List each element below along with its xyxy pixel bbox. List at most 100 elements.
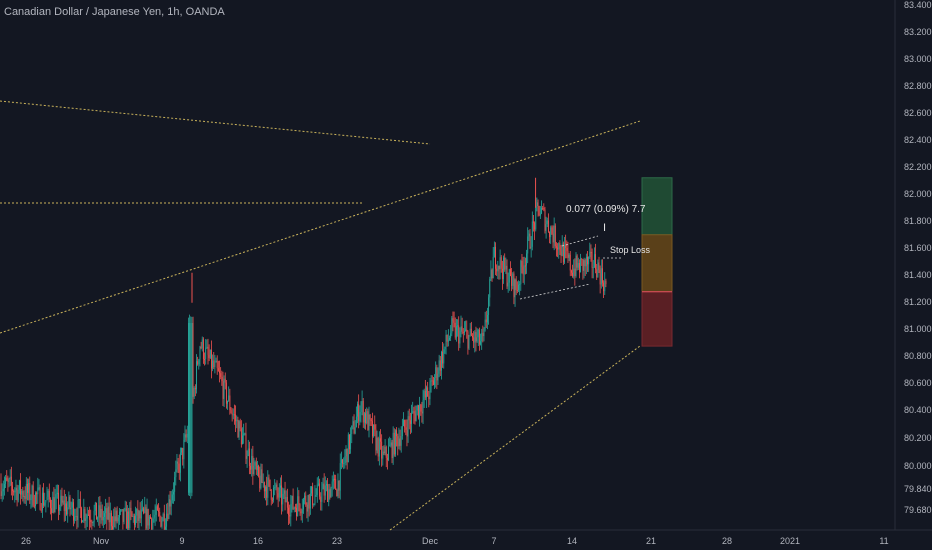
candle-body (177, 461, 179, 464)
candle-body (543, 208, 545, 210)
candle-body (450, 333, 452, 338)
y-tick-label: 80.600 (904, 378, 932, 388)
candle-body (320, 496, 322, 502)
candle-body (79, 499, 81, 509)
candle-body (212, 360, 214, 369)
candle-body (506, 265, 508, 287)
candle-body (283, 490, 285, 494)
candle-body (54, 498, 56, 513)
candle-body (208, 354, 210, 358)
candle-body (236, 419, 238, 422)
candle-body (179, 452, 181, 473)
candle-body (115, 510, 117, 522)
x-tick-label: 2021 (780, 536, 800, 546)
candle-body (248, 448, 250, 467)
candle-body (61, 495, 63, 503)
candle-body (183, 439, 185, 460)
candle-body (466, 329, 468, 332)
candle-body (113, 516, 115, 530)
candle-body (373, 424, 375, 437)
candle-body (504, 257, 506, 270)
candle-body (483, 328, 485, 337)
candle-body (97, 517, 99, 520)
candle-body (206, 346, 208, 348)
candle-body (43, 492, 44, 506)
candle-body (289, 514, 291, 517)
candle-body (528, 233, 530, 237)
candle-body (553, 225, 555, 243)
candle-body (464, 330, 465, 333)
candle-body (29, 482, 31, 501)
candle-body (161, 520, 163, 527)
candle-body (592, 266, 594, 268)
candle-body (544, 209, 546, 231)
y-tick-label: 79.680 (904, 505, 932, 515)
candle-body (252, 456, 254, 475)
candle-body (162, 513, 164, 521)
candle-body (229, 395, 231, 411)
candle-body (35, 492, 36, 507)
candle-body (70, 507, 72, 510)
candle-body (189, 323, 191, 493)
candle-body (416, 405, 418, 411)
candle-body (599, 269, 601, 285)
candle-body (74, 516, 76, 521)
candle-body (400, 436, 402, 446)
candle-body (499, 257, 501, 270)
candle-body (20, 480, 21, 495)
x-tick-label: 11 (879, 536, 888, 546)
candle-body (99, 505, 101, 518)
candle-body (521, 260, 523, 267)
candle-body (600, 268, 602, 285)
candle-body (339, 463, 341, 491)
candle-body (146, 509, 148, 529)
stop-loss-label: Stop Loss (610, 245, 651, 255)
candle-body (484, 319, 486, 329)
candle-body (593, 254, 595, 267)
candle-body (444, 346, 446, 350)
candle-body (292, 496, 294, 510)
candle-body (64, 503, 66, 511)
candle-body (121, 509, 123, 511)
candle-body (251, 456, 253, 470)
candle-body (353, 421, 355, 434)
candle-body (16, 487, 18, 501)
candle-body (482, 333, 484, 337)
candle-body (246, 456, 248, 459)
candle-body (552, 233, 554, 243)
candle-body (476, 337, 478, 342)
candle-body (303, 499, 304, 510)
candle-body (340, 459, 342, 464)
candle-body (535, 206, 537, 230)
candle-body (139, 511, 141, 519)
candle-body (281, 485, 283, 505)
y-tick-label: 81.000 (904, 324, 932, 334)
candle-body (294, 507, 296, 509)
candle-body (473, 337, 475, 343)
candle-body (4, 483, 5, 489)
candle-body (422, 399, 424, 414)
candle-body (135, 515, 136, 525)
candle-body (278, 487, 280, 498)
candle-body (298, 496, 300, 505)
candle-body (581, 258, 583, 260)
candle-body (363, 413, 365, 423)
candle-body (439, 360, 441, 371)
candle-body (467, 331, 469, 349)
candle-body (596, 269, 598, 278)
candle-body (117, 517, 119, 522)
candle-body (68, 496, 70, 508)
candle-body (44, 502, 46, 506)
candle-body (516, 289, 518, 291)
candle-body (603, 282, 605, 292)
candle-body (92, 522, 94, 524)
chart-title: Canadian Dollar / Japanese Yen, 1h, OAND… (4, 6, 225, 18)
candle-body (383, 451, 385, 454)
candle-body (76, 515, 78, 521)
candle-body (411, 412, 412, 424)
candle-body (232, 414, 234, 416)
candle-body (286, 497, 288, 508)
candle-body (554, 225, 556, 247)
trendline-rising-support (389, 345, 641, 531)
